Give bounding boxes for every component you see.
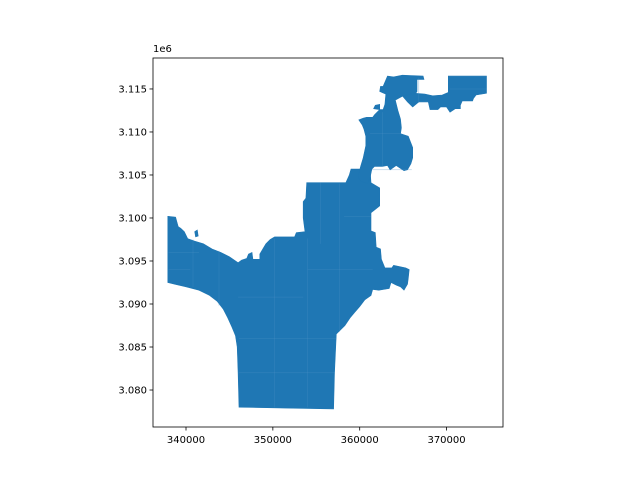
x-tick-label: 370000: [427, 435, 465, 446]
y-tick-label: 3.115: [118, 84, 147, 95]
region-main-region: [167, 168, 410, 410]
region-east-lobe: [401, 75, 487, 113]
y-tick-label: 3.080: [118, 386, 147, 397]
x-axis: 340000 350000 360000 370000: [167, 427, 466, 446]
y-tick-label: 3.110: [118, 127, 147, 138]
y-tick-label: 3.090: [118, 300, 147, 311]
boundary-lines: [168, 77, 487, 408]
region-west-islet: [194, 229, 199, 238]
axis-offset-label: 1e6: [153, 44, 172, 55]
plot-frame: [152, 57, 504, 428]
y-tick-label: 3.085: [118, 343, 147, 354]
y-axis: 3.080 3.085 3.090 3.095 3.100 3.105 3.110 3.115: [118, 84, 153, 397]
y-tick-label: 3.095: [118, 256, 147, 267]
region-northwest-islet: [373, 104, 381, 110]
x-tick-label: 360000: [341, 435, 379, 446]
x-tick-label: 350000: [254, 435, 292, 446]
map-regions: [167, 74, 487, 410]
region-north-corridor: [357, 74, 425, 184]
x-tick-label: 340000: [167, 435, 205, 446]
y-tick-label: 3.105: [118, 170, 147, 181]
y-tick-label: 3.100: [118, 213, 147, 224]
